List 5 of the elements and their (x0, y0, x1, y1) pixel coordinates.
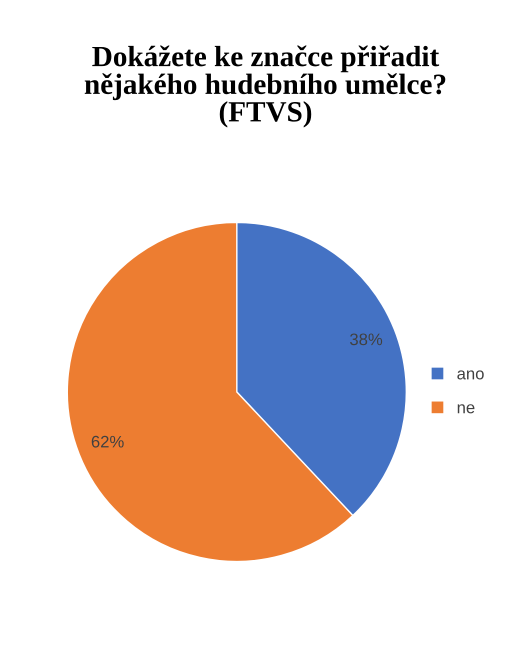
legend-label: ano (457, 370, 484, 380)
chart-title: Dokážete ke značce přiřadit nějakého hudebního umělce? (FTVS) (84, 46, 446, 128)
data-label: 38% (350, 333, 382, 346)
data-label: 62% (92, 436, 124, 448)
legend-label: ne (458, 404, 474, 414)
